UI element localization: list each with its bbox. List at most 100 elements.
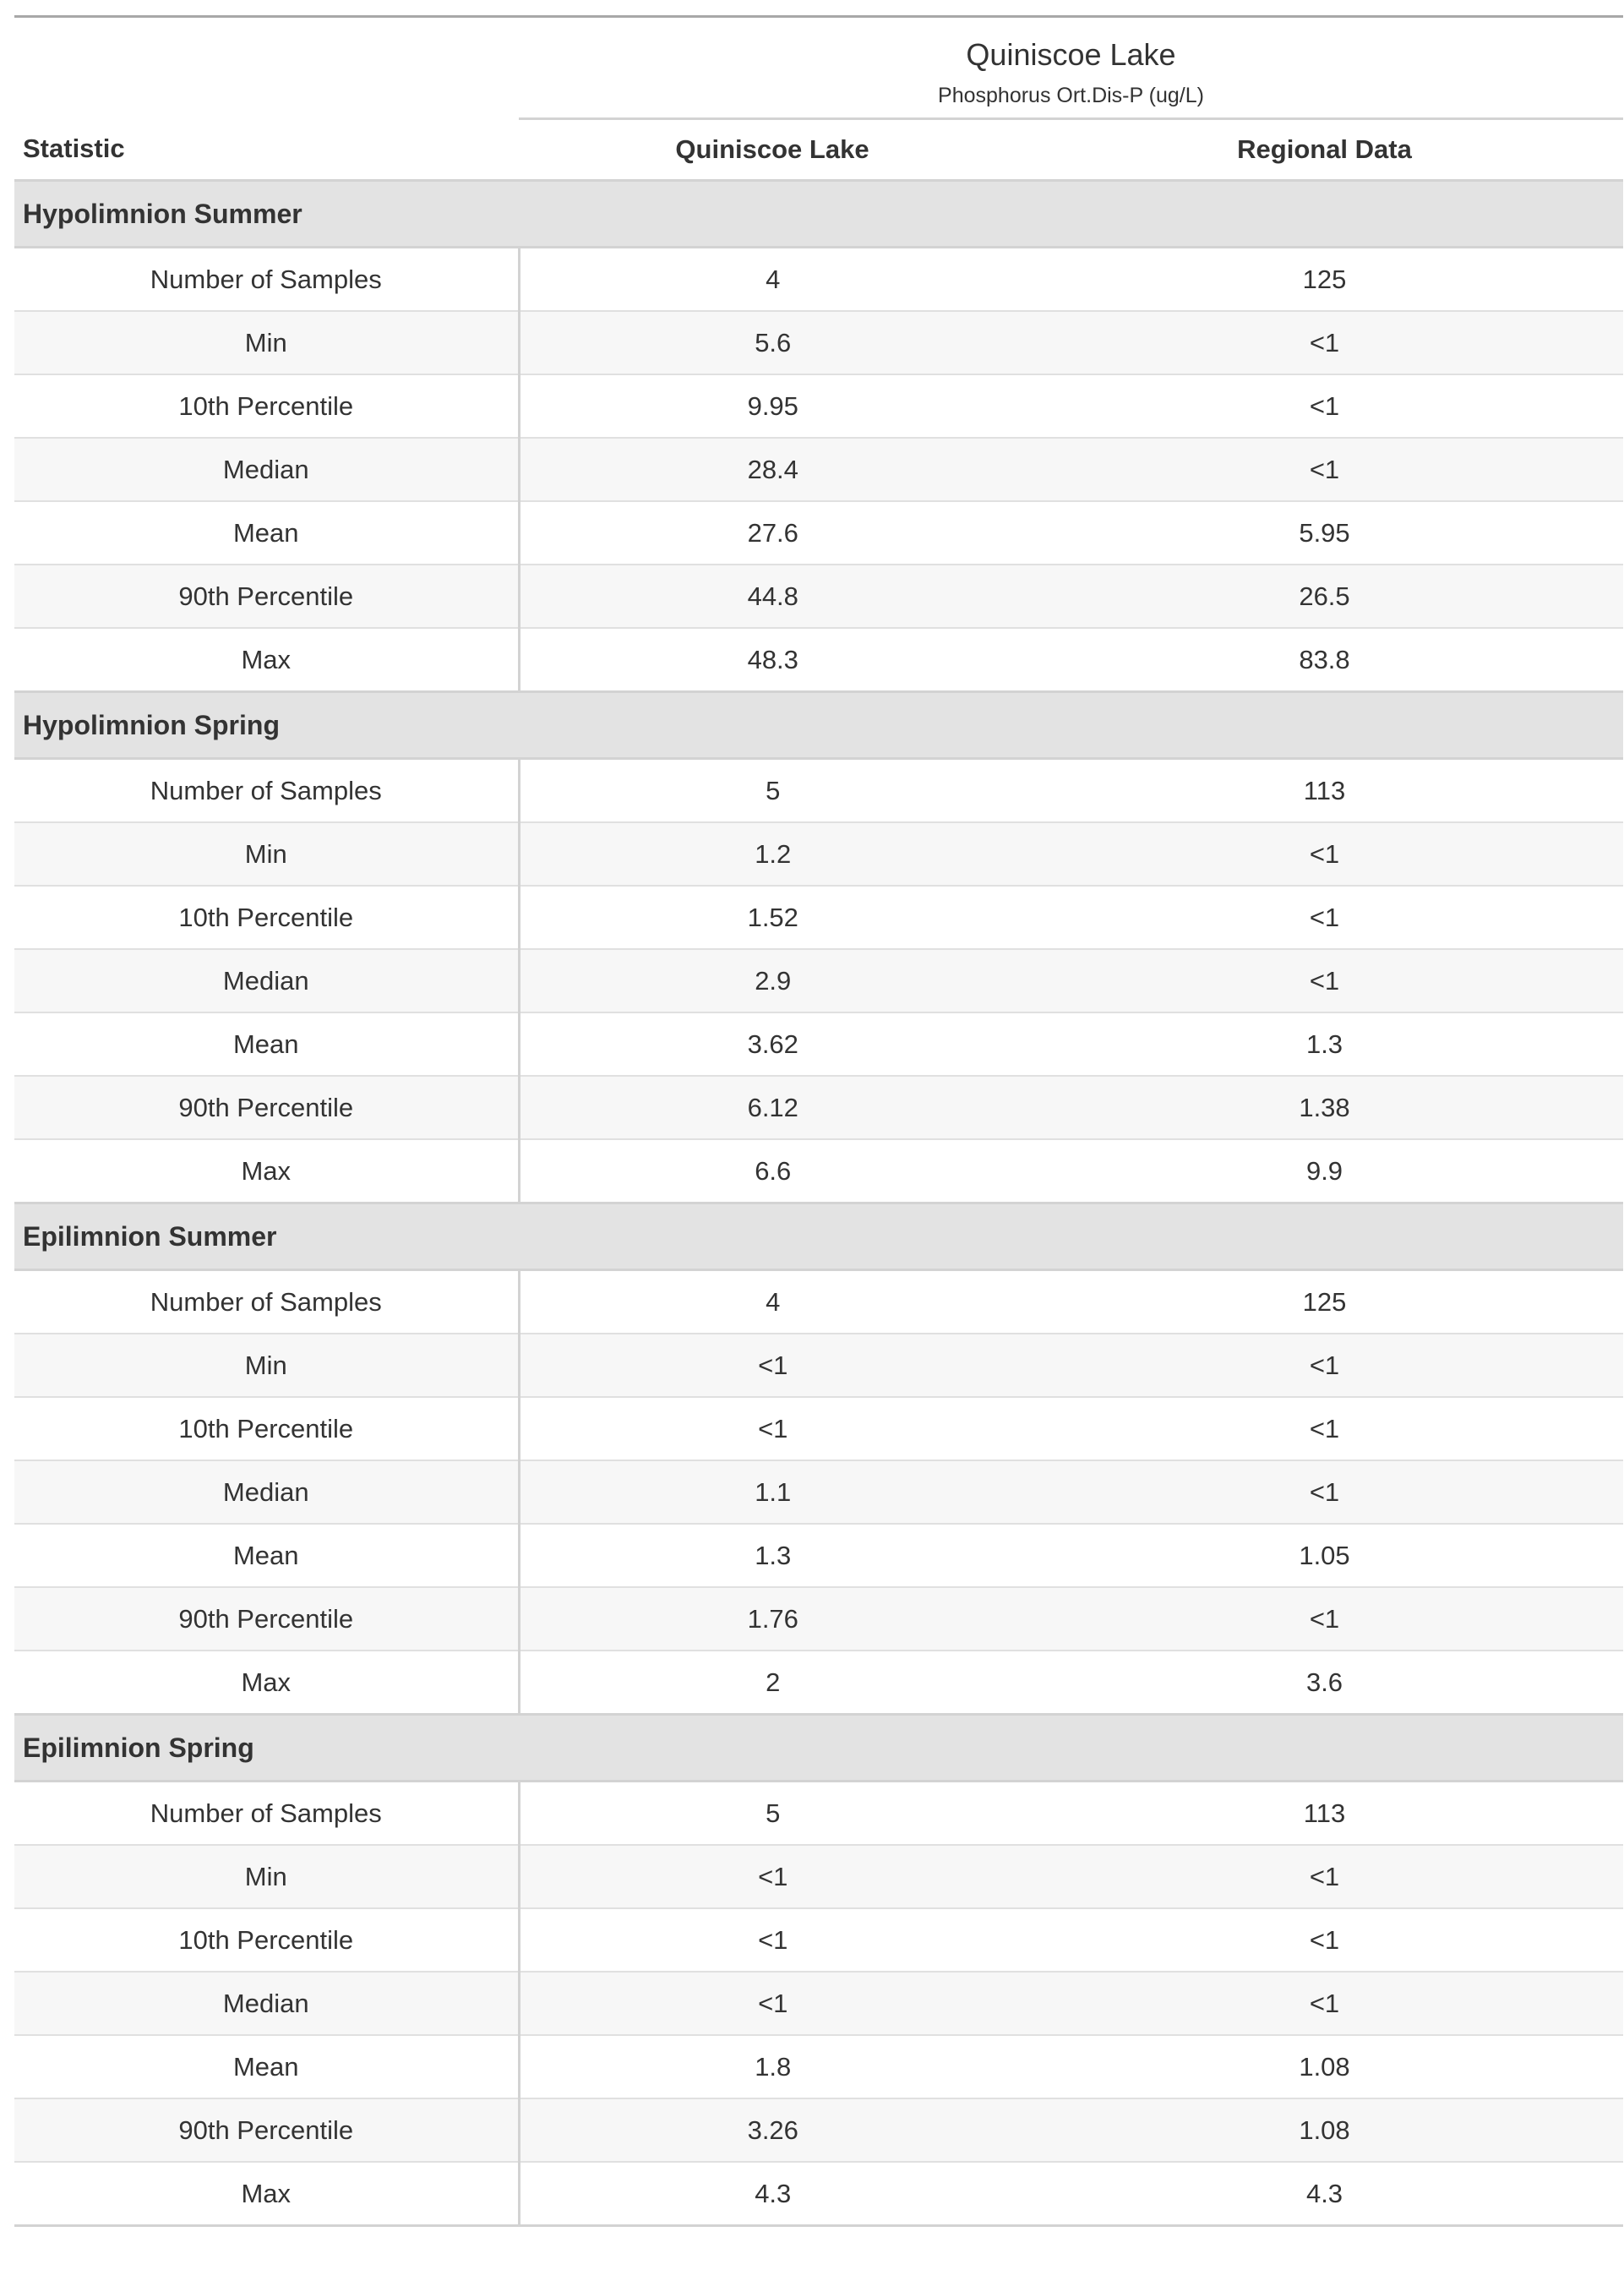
group-header-row: Hypolimnion Spring [14, 690, 1624, 760]
regional-value-cell: <1 [1026, 948, 1624, 1012]
regional-value-cell: 113 [1026, 1780, 1624, 1845]
regional-value-cell: <1 [1026, 821, 1624, 886]
column-header-row: Statistic Quiniscoe Lake Regional Data [14, 118, 1624, 182]
table-row: Number of Samples 4 125 [14, 246, 1624, 311]
regional-value-cell: 1.08 [1026, 2098, 1624, 2162]
regional-value-cell: 125 [1026, 1269, 1624, 1334]
statistic-cell: 90th Percentile [14, 1075, 520, 1139]
table-row: Min 1.2 <1 [14, 821, 1624, 886]
lake-value-cell: <1 [519, 1844, 1026, 1908]
statistic-cell: Median [14, 1971, 520, 2035]
column-header-statistic: Statistic [14, 118, 519, 182]
group-label: Epilimnion Summer [14, 1202, 1624, 1271]
regional-value-cell: 1.08 [1026, 2034, 1624, 2098]
statistic-cell: Number of Samples [14, 757, 520, 822]
statistic-cell: Number of Samples [14, 1269, 520, 1334]
statistic-cell: Mean [14, 500, 520, 565]
statistic-cell: 10th Percentile [14, 1907, 520, 1972]
lake-value-cell: 44.8 [519, 564, 1026, 628]
statistic-cell: 90th Percentile [14, 564, 520, 628]
table-body: Hypolimnion Summer Number of Samples 4 125 M… [14, 179, 1624, 2227]
lake-value-cell: 4 [519, 246, 1026, 311]
lake-value-cell: 3.62 [519, 1012, 1026, 1076]
lake-value-cell: 1.8 [519, 2034, 1026, 2098]
table-subtitle: Phosphorus Ort.Dis-P (ug/L) [938, 84, 1204, 107]
statistic-cell: Min [14, 821, 520, 886]
regional-value-cell: 9.9 [1026, 1138, 1624, 1203]
lake-value-cell: 6.12 [519, 1075, 1026, 1139]
regional-value-cell: 83.8 [1026, 627, 1624, 692]
table-row: Min 5.6 <1 [14, 310, 1624, 374]
regional-value-cell: <1 [1026, 1396, 1624, 1460]
lake-value-cell: <1 [519, 1907, 1026, 1972]
table-row: Median <1 <1 [14, 1971, 1624, 2035]
lake-value-cell: 27.6 [519, 500, 1026, 565]
statistic-cell: Median [14, 1460, 520, 1524]
lake-value-cell: 1.1 [519, 1460, 1026, 1524]
lake-value-cell: 2.9 [519, 948, 1026, 1012]
table-row: 90th Percentile 44.8 26.5 [14, 564, 1624, 628]
stats-table-container: Quiniscoe Lake Phosphorus Ort.Dis-P (ug/… [14, 15, 1624, 2227]
statistic-cell: 10th Percentile [14, 374, 520, 438]
table-row: Mean 3.62 1.3 [14, 1012, 1624, 1076]
regional-value-cell: <1 [1026, 885, 1624, 949]
lake-value-cell: 48.3 [519, 627, 1026, 692]
regional-value-cell: <1 [1026, 1971, 1624, 2035]
regional-value-cell: <1 [1026, 374, 1624, 438]
lake-value-cell: 1.2 [519, 821, 1026, 886]
table-row: Median 28.4 <1 [14, 437, 1624, 501]
group-label: Hypolimnion Summer [14, 179, 1624, 248]
table-header: Quiniscoe Lake Phosphorus Ort.Dis-P (ug/… [14, 15, 1624, 182]
lake-value-cell: 4.3 [519, 2161, 1026, 2227]
table-row: Number of Samples 5 113 [14, 1780, 1624, 1845]
table-row: 10th Percentile <1 <1 [14, 1396, 1624, 1460]
table-row: 90th Percentile 1.76 <1 [14, 1586, 1624, 1651]
statistic-cell: Max [14, 1138, 520, 1203]
statistic-cell: Max [14, 2161, 520, 2227]
regional-value-cell: <1 [1026, 437, 1624, 501]
table-row: 10th Percentile 9.95 <1 [14, 374, 1624, 438]
group-label: Epilimnion Spring [14, 1713, 1624, 1782]
lake-value-cell: <1 [519, 1971, 1026, 2035]
lake-value-cell: 4 [519, 1269, 1026, 1334]
statistic-cell: 90th Percentile [14, 2098, 520, 2162]
column-header-regional: Regional Data [1026, 118, 1624, 182]
lake-value-cell: 9.95 [519, 374, 1026, 438]
regional-value-cell: 4.3 [1026, 2161, 1624, 2227]
table-row: 10th Percentile <1 <1 [14, 1907, 1624, 1972]
group-header-row: Epilimnion Summer [14, 1202, 1624, 1271]
lake-value-cell: 6.6 [519, 1138, 1026, 1203]
table-title: Quiniscoe Lake [966, 37, 1176, 72]
table-row: Max 6.6 9.9 [14, 1138, 1624, 1203]
statistic-cell: Min [14, 1844, 520, 1908]
table-row: Mean 1.8 1.08 [14, 2034, 1624, 2098]
statistic-cell: 10th Percentile [14, 1396, 520, 1460]
statistic-cell: Mean [14, 2034, 520, 2098]
table-row: 90th Percentile 3.26 1.08 [14, 2098, 1624, 2162]
table-row: Min <1 <1 [14, 1844, 1624, 1908]
group-label: Hypolimnion Spring [14, 690, 1624, 760]
table-row: Number of Samples 5 113 [14, 757, 1624, 822]
statistic-cell: Number of Samples [14, 1780, 520, 1845]
regional-value-cell: <1 [1026, 1333, 1624, 1397]
regional-value-cell: <1 [1026, 1907, 1624, 1972]
lake-value-cell: 5 [519, 757, 1026, 822]
statistic-cell: Min [14, 310, 520, 374]
group-header-row: Epilimnion Spring [14, 1713, 1624, 1782]
statistic-cell: Mean [14, 1012, 520, 1076]
lake-value-cell: 5.6 [519, 310, 1026, 374]
stats-table: Quiniscoe Lake Phosphorus Ort.Dis-P (ug/… [14, 15, 1624, 2227]
statistic-cell: Number of Samples [14, 246, 520, 311]
table-row: Min <1 <1 [14, 1333, 1624, 1397]
table-row: Max 48.3 83.8 [14, 627, 1624, 692]
regional-value-cell: <1 [1026, 1586, 1624, 1651]
regional-value-cell: 5.95 [1026, 500, 1624, 565]
statistic-cell: Min [14, 1333, 520, 1397]
statistic-cell: 90th Percentile [14, 1586, 520, 1651]
regional-value-cell: 125 [1026, 246, 1624, 311]
lake-value-cell: 28.4 [519, 437, 1026, 501]
regional-value-cell: 26.5 [1026, 564, 1624, 628]
lake-value-cell: <1 [519, 1333, 1026, 1397]
statistic-cell: Median [14, 437, 520, 501]
statistic-cell: Median [14, 948, 520, 1012]
